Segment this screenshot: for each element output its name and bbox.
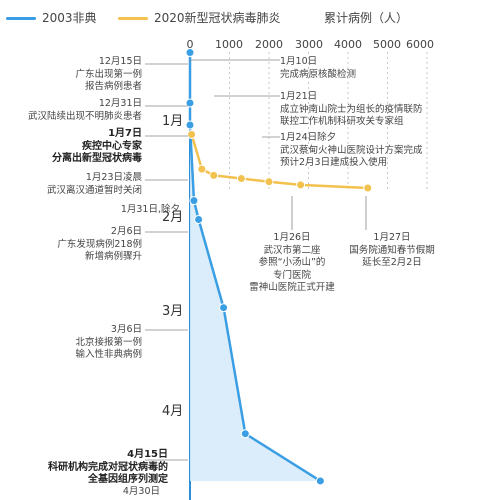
month-label-feb: 2月 [162, 210, 184, 225]
sars-point-04-30 [315, 476, 325, 486]
covid-point-01-21 [197, 164, 207, 174]
annotation-jan31: 1月31日,除夕 [120, 204, 180, 215]
covid-point-01-24 [236, 174, 246, 184]
covid-point-01-25 [264, 177, 274, 187]
annotation-dec15: 12月15日 广东出现第一例 报告病例患者 [75, 56, 142, 92]
legend-sars-label: 2003非典 [42, 11, 97, 25]
sars-point-01-07 [185, 120, 195, 130]
annotation-jan23: 1月23日凌晨 武汉离汉通道暂时关闭 [46, 172, 142, 196]
covid-point-01-26 [296, 180, 306, 190]
month-label-apr: 4月 [162, 404, 184, 419]
sars-point-04-15 [240, 429, 250, 439]
legend-covid-swatch [118, 17, 148, 20]
annotation-mar6: 3月6日 北京接报第一例 输入性非典病例 [75, 324, 142, 360]
annotation-jan24: 1月24日除夕 武汉蔡甸火神山医院设计方案完成 预计2月3日建成投入使用 [280, 132, 423, 168]
sars-point-01-31 [189, 196, 199, 206]
x-tick-2000: 2000 [255, 38, 283, 51]
x-tick-1000: 1000 [215, 38, 243, 51]
covid-point-01-27 [363, 183, 373, 193]
annotation-apr30: 4月30日 [122, 486, 160, 497]
leader-layer [145, 59, 367, 461]
x-tick-6000: 6000 [406, 38, 434, 51]
month-label-mar: 3月 [162, 304, 184, 319]
sars-point-03-06 [219, 303, 229, 313]
sars-point-12-31 [185, 98, 195, 108]
x-axis-title: 累计病例（人） [324, 11, 409, 25]
x-tick-3000: 3000 [295, 38, 323, 51]
x-tick-5000: 5000 [373, 38, 401, 51]
annotation-apr15: 4月15日 科研机构完成对冠状病毒的 全基因组序列测定 [48, 449, 168, 485]
sars-area [190, 52, 321, 481]
annotation-jan10: 1月10日 完成病原核酸检测 [280, 56, 357, 80]
legend-covid-label: 2020新型冠状病毒肺炎 [154, 11, 281, 25]
covid-layer [187, 129, 373, 193]
x-tick-0: 0 [186, 38, 194, 51]
month-label-jan: 1月 [162, 114, 184, 129]
sars-layer [185, 48, 325, 486]
covid-point-01-23 [209, 170, 219, 180]
annotation-jan21: 1月21日 成立钟南山院士为组长的疫情联防 联控工作机制科研攻关专家组 [280, 91, 423, 127]
legend-sars-swatch [6, 17, 36, 20]
x-tick-4000: 4000 [334, 38, 362, 51]
annotation-jan27: 1月27日 国务院通知春节假期 延长至2月2日 [349, 232, 435, 268]
sars-point-12-15 [185, 48, 195, 58]
sars-point-02-06 [194, 215, 204, 224]
covid-point-01-10 [187, 129, 197, 139]
annotation-jan26: 1月26日 武汉市第二座 参照“小汤山”的 专门医院 雷神山医院正式开建 [249, 232, 335, 293]
annotation-jan7: 1月7日 疾控中心专家 分离出新型冠状病毒 [52, 128, 142, 164]
annotation-feb6: 2月6日 广东发现病例218例 新增病例骤升 [57, 226, 142, 262]
annotation-dec31: 12月31日 武汉陆续出现不明肺炎患者 [27, 98, 142, 122]
